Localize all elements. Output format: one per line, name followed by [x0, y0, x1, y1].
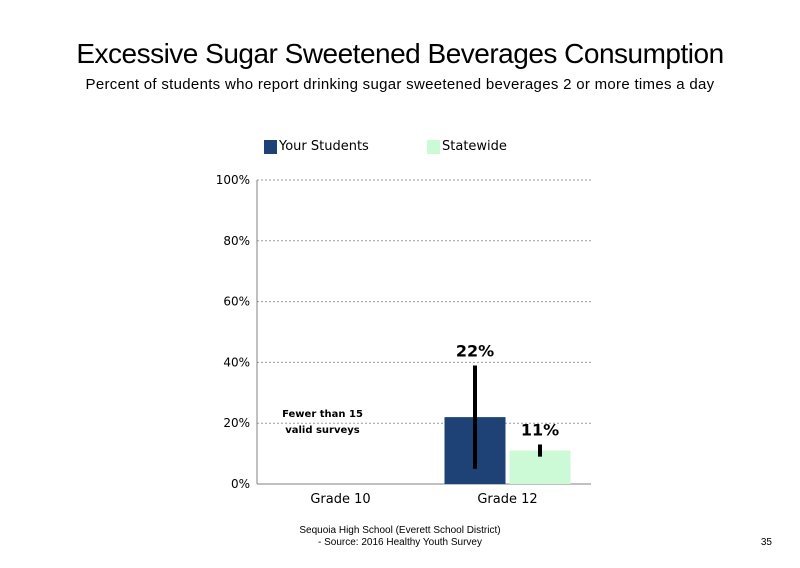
legend-swatch-statewide: [427, 139, 440, 154]
slide-title: Excessive Sugar Sweetened Beverages Cons…: [76, 38, 724, 69]
y-tick-label: 80%: [223, 234, 250, 248]
y-tick-label: 0%: [231, 477, 250, 491]
slide-subtitle: Percent of students who report drinking …: [85, 76, 715, 93]
no-data-annotation: Fewer than 15: [282, 409, 363, 420]
footer-source: - Source: 2016 Healthy Youth Survey: [318, 537, 482, 548]
chart-legend: Your Students Statewide: [0, 139, 800, 159]
legend-label-statewide: Statewide: [442, 139, 507, 154]
legend-swatch-your-students: [264, 139, 277, 154]
footer-school: Sequoia High School (Everett School Dist…: [299, 525, 501, 536]
legend-label-your-students: Your Students: [279, 139, 369, 154]
data-label: 11%: [521, 420, 559, 439]
y-tick-label: 60%: [223, 295, 250, 309]
x-tick-label: Grade 10: [310, 492, 370, 507]
y-tick-label: 20%: [223, 416, 250, 430]
legend-item-statewide: Statewide: [427, 139, 507, 154]
footer: Sequoia High School (Everett School Dist…: [250, 525, 550, 549]
y-tick-label: 100%: [216, 173, 250, 187]
x-tick-label: Grade 12: [477, 492, 537, 507]
data-label: 22%: [456, 341, 494, 360]
no-data-annotation: valid surveys: [285, 425, 360, 436]
y-tick-label: 40%: [223, 355, 250, 369]
page-number: 35: [760, 537, 772, 548]
legend-item-your-students: Your Students: [264, 139, 369, 154]
